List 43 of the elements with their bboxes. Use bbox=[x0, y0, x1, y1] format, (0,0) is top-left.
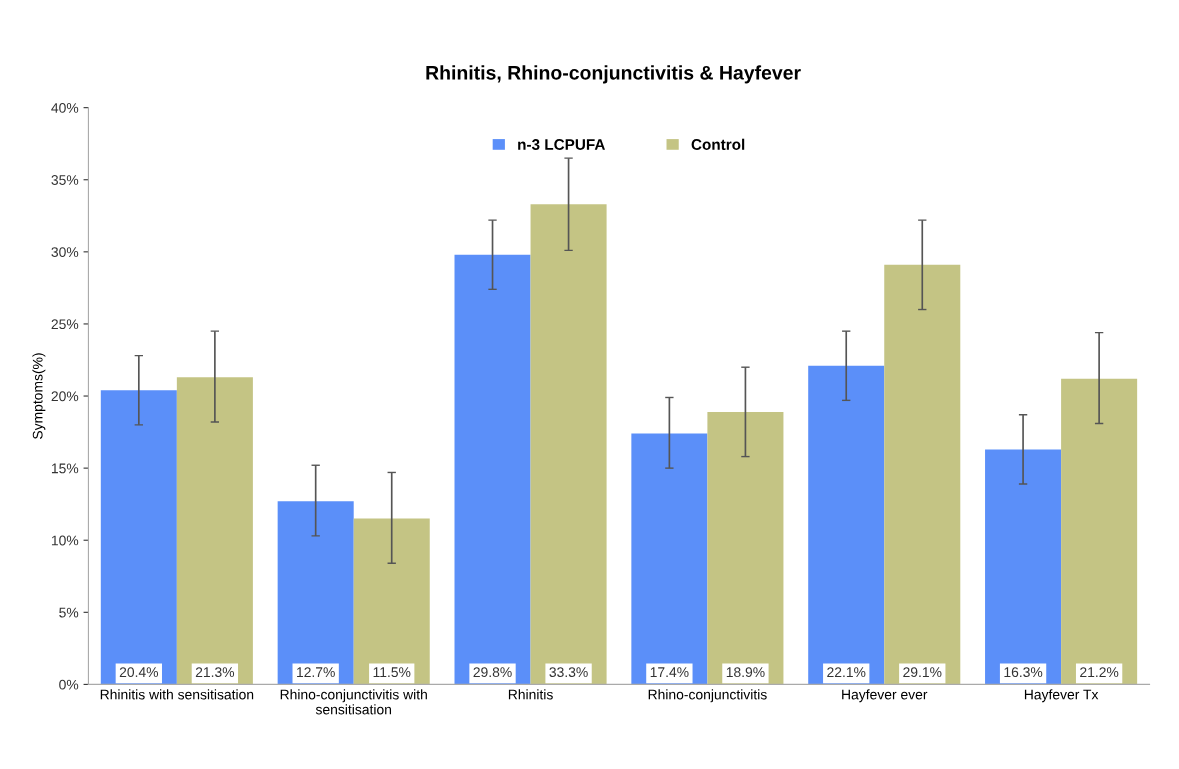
legend-label: n-3 LCPUFA bbox=[518, 139, 605, 150]
bar bbox=[1061, 378, 1138, 685]
data-label: 29.1% bbox=[903, 667, 942, 678]
data-label: 11.5% bbox=[373, 667, 411, 678]
data-label: 22.1% bbox=[827, 667, 866, 677]
y-tick-label: 0% bbox=[59, 679, 79, 690]
bar bbox=[530, 204, 607, 685]
y-tick-label: 25% bbox=[51, 319, 79, 330]
y-tick-label: 35% bbox=[51, 175, 79, 185]
y-tick-label: 40% bbox=[51, 102, 79, 113]
x-tick-label: Hayfever ever bbox=[842, 689, 928, 703]
x-tick-label: Rhino-conjunctivitis with sensitisation bbox=[280, 689, 427, 715]
data-label: 16.3% bbox=[1004, 667, 1043, 678]
data-label: 21.3% bbox=[195, 667, 235, 678]
bar bbox=[631, 433, 708, 685]
bar bbox=[100, 390, 177, 685]
x-tick-label: Rhinitis bbox=[508, 689, 553, 700]
data-label: 17.4% bbox=[650, 667, 689, 677]
data-label: 12.7% bbox=[297, 667, 335, 677]
bar bbox=[176, 377, 253, 685]
bar bbox=[353, 518, 430, 685]
bar bbox=[808, 365, 885, 685]
y-tick-label: 5% bbox=[59, 607, 79, 618]
data-label: 29.8% bbox=[473, 667, 512, 678]
data-label: 33.3% bbox=[549, 667, 588, 678]
y-axis-title: Symptoms(%) bbox=[32, 353, 46, 439]
x-tick-label: Hayfever Tx bbox=[1024, 689, 1099, 703]
x-tick-label: Rhino-conjunctivitis bbox=[648, 689, 767, 703]
y-tick-label: 15% bbox=[51, 463, 79, 474]
data-label: 21.2% bbox=[1080, 667, 1119, 677]
data-label: 20.4% bbox=[119, 667, 159, 678]
y-tick-label: 30% bbox=[51, 247, 79, 258]
data-label: 18.9% bbox=[726, 667, 765, 678]
bar bbox=[277, 501, 354, 685]
chart-title: Rhinitis, Rhino-conjunctivitis & Hayfever bbox=[426, 65, 801, 84]
y-tick-label: 20% bbox=[51, 391, 79, 402]
bar bbox=[454, 254, 531, 685]
x-tick-label: Rhinitis with sensitisation bbox=[100, 689, 254, 700]
bar bbox=[884, 264, 961, 685]
bar bbox=[985, 449, 1062, 685]
y-tick-label: 10% bbox=[51, 535, 79, 546]
legend-label: Control bbox=[691, 138, 745, 150]
bar bbox=[707, 411, 784, 685]
